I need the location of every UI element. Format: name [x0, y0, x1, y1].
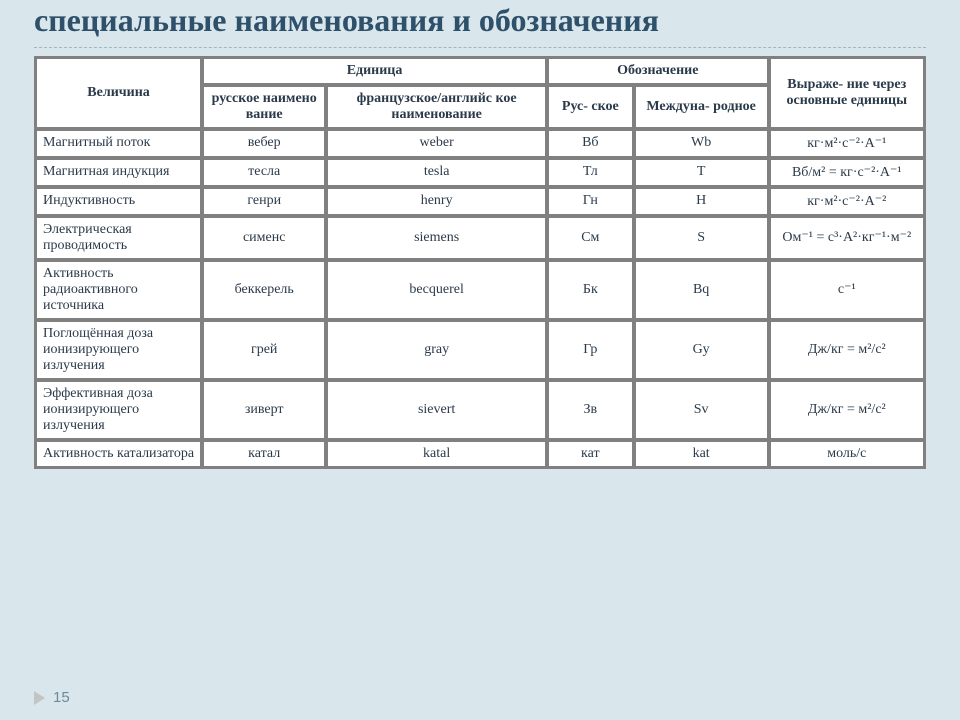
cell-ru-symbol: Тл	[548, 159, 633, 186]
header-row-1: Величина Единица Обозначение Выраже- ние…	[36, 58, 924, 84]
cell-int-symbol: kat	[635, 441, 768, 467]
cell-ru-name: зиверт	[203, 381, 325, 439]
th-expression: Выраже- ние через основные единицы	[770, 58, 924, 128]
units-table: Величина Единица Обозначение Выраже- ние…	[34, 56, 926, 469]
cell-int-symbol: Wb	[635, 130, 768, 157]
units-table-wrap: Величина Единица Обозначение Выраже- ние…	[34, 56, 926, 469]
cell-int-symbol: Bq	[635, 261, 768, 319]
page-number: 15	[53, 689, 70, 706]
th-quantity: Величина	[36, 58, 201, 128]
cell-ru-name: катал	[203, 441, 325, 467]
table-row: Магнитный потоквеберweberВбWbкг·м²·с⁻²·А…	[36, 130, 924, 157]
cell-ru-symbol: Зв	[548, 381, 633, 439]
th-ru-name: русское наимено вание	[203, 86, 325, 128]
cell-int-symbol: Н	[635, 188, 768, 215]
cell-expression: Дж/кг = м²/с²	[770, 381, 924, 439]
table-row: Электрическая проводимостьсименсsiemensС…	[36, 217, 924, 259]
slide-title: специальные наименования и обозначения	[24, 0, 936, 41]
cell-en-name: becquerel	[327, 261, 546, 319]
cell-en-name: tesla	[327, 159, 546, 186]
table-row: Поглощённая доза ионизирующего излучения…	[36, 321, 924, 379]
footer: 15	[34, 689, 70, 706]
cell-int-symbol: Т	[635, 159, 768, 186]
cell-quantity: Магнитный поток	[36, 130, 201, 157]
table-row: ИндуктивностьгенриhenryГнНкг·м²·с⁻²·А⁻²	[36, 188, 924, 215]
cell-ru-symbol: Бк	[548, 261, 633, 319]
table-row: Активность радиоактивного источникабекке…	[36, 261, 924, 319]
divider	[34, 47, 926, 48]
cell-en-name: henry	[327, 188, 546, 215]
cell-en-name: siemens	[327, 217, 546, 259]
cell-expression: кг·м²·с⁻²·А⁻¹	[770, 130, 924, 157]
cell-int-symbol: Gy	[635, 321, 768, 379]
cell-expression: кг·м²·с⁻²·А⁻²	[770, 188, 924, 215]
cell-expression: моль/с	[770, 441, 924, 467]
cell-ru-symbol: Гн	[548, 188, 633, 215]
cell-en-name: weber	[327, 130, 546, 157]
th-en-name: французское/английс кое наименование	[327, 86, 546, 128]
cell-ru-symbol: кат	[548, 441, 633, 467]
cell-ru-symbol: См	[548, 217, 633, 259]
cell-ru-symbol: Вб	[548, 130, 633, 157]
cell-en-name: sievert	[327, 381, 546, 439]
th-ru-sym: Рус- ское	[548, 86, 633, 128]
cell-quantity: Электрическая проводимость	[36, 217, 201, 259]
cell-quantity: Активность катализатора	[36, 441, 201, 467]
cell-quantity: Индуктивность	[36, 188, 201, 215]
table-row: Эффективная доза ионизирующего излучения…	[36, 381, 924, 439]
cell-expression: с⁻¹	[770, 261, 924, 319]
slide: специальные наименования и обозначения В…	[0, 0, 960, 720]
th-symbol-group: Обозначение	[548, 58, 768, 84]
cell-ru-name: беккерель	[203, 261, 325, 319]
cell-int-symbol: S	[635, 217, 768, 259]
cell-quantity: Активность радиоактивного источника	[36, 261, 201, 319]
cell-en-name: gray	[327, 321, 546, 379]
cell-quantity: Магнитная индукция	[36, 159, 201, 186]
cell-ru-name: генри	[203, 188, 325, 215]
cell-quantity: Поглощённая доза ионизирующего излучения	[36, 321, 201, 379]
table-head: Величина Единица Обозначение Выраже- ние…	[36, 58, 924, 128]
cell-quantity: Эффективная доза ионизирующего излучения	[36, 381, 201, 439]
cell-ru-name: вебер	[203, 130, 325, 157]
cell-en-name: katal	[327, 441, 546, 467]
cell-expression: Вб/м² = кг·с⁻²·А⁻¹	[770, 159, 924, 186]
cell-ru-symbol: Гр	[548, 321, 633, 379]
table-row: Активность катализаторакаталkatalкатkatм…	[36, 441, 924, 467]
table-body: Магнитный потоквеберweberВбWbкг·м²·с⁻²·А…	[36, 130, 924, 467]
cell-ru-name: сименс	[203, 217, 325, 259]
cell-ru-name: грей	[203, 321, 325, 379]
th-int-sym: Междуна- родное	[635, 86, 768, 128]
cell-expression: Дж/кг = м²/с²	[770, 321, 924, 379]
cell-ru-name: тесла	[203, 159, 325, 186]
next-slide-icon[interactable]	[34, 691, 45, 705]
table-row: Магнитная индукциятеслаteslaТлТВб/м² = к…	[36, 159, 924, 186]
cell-expression: Ом⁻¹ = с³·А²·кг⁻¹·м⁻²	[770, 217, 924, 259]
cell-int-symbol: Sv	[635, 381, 768, 439]
th-unit-group: Единица	[203, 58, 546, 84]
